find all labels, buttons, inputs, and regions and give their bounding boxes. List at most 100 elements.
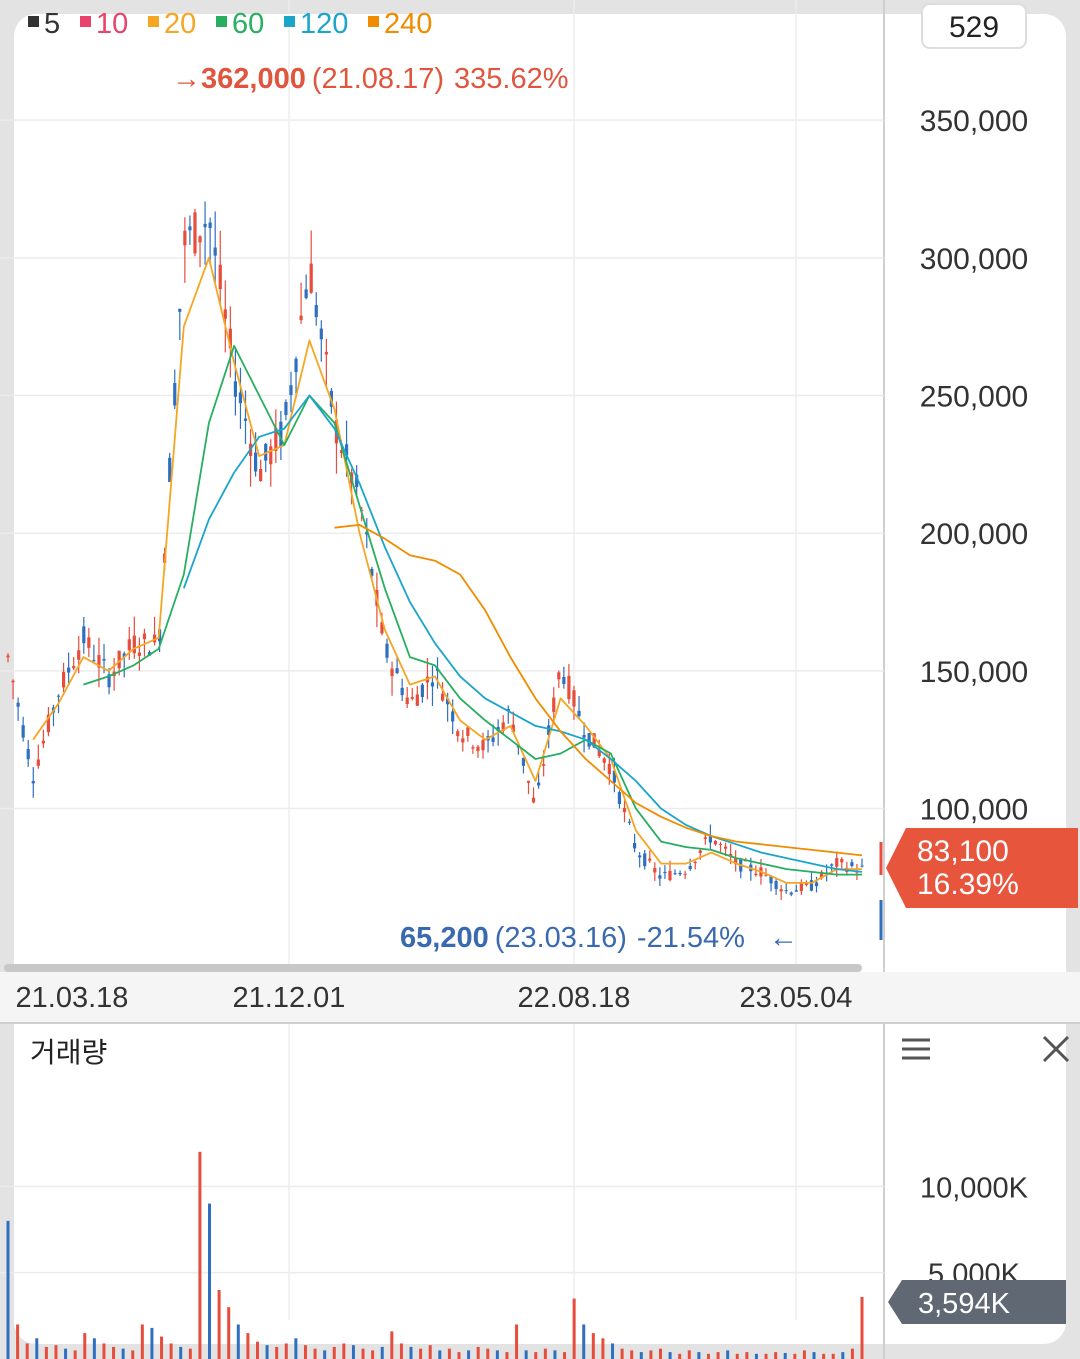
candle-body (16, 702, 20, 707)
volume-bar (255, 1341, 259, 1359)
candle-body (400, 687, 404, 696)
volume-bar (227, 1307, 231, 1359)
volume-bar (438, 1350, 442, 1359)
volume-bar (534, 1352, 538, 1359)
volume-bar (160, 1336, 164, 1359)
candle-body (622, 808, 627, 813)
price-tick-label: 200,000 (920, 518, 1028, 551)
legend-label-10[interactable]: 10 (96, 8, 128, 40)
price-pane[interactable]: 100,000 150,000 200,000 250,000 300,000 350,0… (0, 0, 1028, 1320)
candle-body (344, 444, 349, 456)
candle-body (259, 468, 263, 482)
high-arrow: → (172, 63, 201, 95)
price-tick-label: 100,000 (920, 794, 1028, 827)
volume-bar (35, 1338, 39, 1359)
volume-bar (323, 1350, 327, 1359)
price-tick-label: 150,000 (920, 656, 1028, 689)
candle-body (82, 626, 86, 644)
candle-body (597, 749, 601, 757)
volume-bar (140, 1324, 144, 1359)
candle-body (72, 666, 76, 669)
candle-body (572, 690, 576, 707)
candle-count-badge[interactable]: 529 (921, 3, 1027, 49)
candle-body (117, 650, 121, 669)
close-icon[interactable] (1042, 1035, 1070, 1063)
candle-body (607, 763, 611, 775)
volume-bar (716, 1352, 720, 1359)
candle-body (218, 264, 222, 290)
candle-body (97, 655, 101, 668)
volume-bar (332, 1346, 336, 1359)
candle-body (152, 634, 157, 643)
volume-bar (54, 1345, 58, 1359)
candle-body (814, 882, 819, 887)
candle-body (496, 727, 500, 731)
legend-swatch-10 (80, 16, 91, 27)
time-scrollbar[interactable] (4, 964, 862, 972)
volume-bar (236, 1324, 240, 1359)
legend-label-20[interactable]: 20 (164, 8, 196, 40)
volume-bar (630, 1350, 634, 1359)
moving-average-legend[interactable]: 5 10 20 60 120 240 (28, 8, 432, 40)
candle-body (284, 402, 288, 416)
candle-body (92, 660, 96, 662)
volume-bar (745, 1352, 749, 1359)
candle-body (410, 697, 414, 699)
candle-body (11, 680, 15, 683)
candle-body (501, 722, 505, 731)
candle-body (552, 697, 556, 712)
x-tick-label: 21.03.18 (16, 982, 129, 1014)
candle-body (102, 658, 106, 661)
legend-label-120[interactable]: 120 (300, 8, 348, 40)
volume-bar (390, 1331, 394, 1359)
volume-bar (687, 1350, 691, 1359)
candle-body (198, 236, 202, 243)
volume-bar (92, 1338, 96, 1359)
menu-icon[interactable] (902, 1038, 930, 1060)
high-pct: 335.62% (454, 63, 569, 95)
volume-bar (419, 1348, 423, 1359)
volume-bar (121, 1348, 125, 1359)
candle-body (471, 747, 475, 749)
volume-bar (198, 1151, 202, 1359)
volume-bar (754, 1353, 758, 1359)
legend-label-5[interactable]: 5 (44, 8, 60, 40)
candle-body (461, 738, 465, 743)
candle-body (658, 875, 662, 879)
volume-bar (102, 1343, 106, 1359)
candle-body (178, 308, 182, 312)
volume-bar (505, 1352, 509, 1359)
volume-bar (841, 1352, 845, 1359)
candle-body (582, 734, 586, 738)
candle-body (799, 882, 803, 892)
volume-bar (399, 1343, 403, 1359)
volume-bar (802, 1350, 806, 1359)
legend-swatch-60 (216, 16, 227, 27)
price-grid (0, 119, 884, 810)
candle-body (542, 764, 546, 766)
volume-bar (563, 1352, 567, 1359)
volume-bar (457, 1352, 461, 1359)
volume-bar (812, 1352, 816, 1359)
volume-bar (284, 1343, 288, 1359)
volume-bar (486, 1348, 490, 1359)
legend-label-240[interactable]: 240 (384, 8, 432, 40)
volume-badge: 3,594K (888, 1280, 1066, 1324)
volume-bar (553, 1350, 557, 1359)
volume-bar (524, 1350, 528, 1359)
volume-bar (735, 1353, 739, 1359)
candle-body (309, 263, 313, 293)
volume-bar (620, 1348, 624, 1359)
candle-body (132, 635, 136, 654)
volume-bar (582, 1324, 586, 1359)
candle-body (233, 381, 237, 397)
candle-body (562, 676, 566, 685)
volume-title: 거래량 (30, 1037, 107, 1068)
volume-bar (697, 1352, 701, 1359)
candle-body (456, 731, 460, 737)
legend-label-60[interactable]: 60 (232, 8, 264, 40)
candle-body (370, 568, 374, 576)
price-vertical-grid (288, 0, 797, 1320)
candle-body (693, 861, 697, 864)
